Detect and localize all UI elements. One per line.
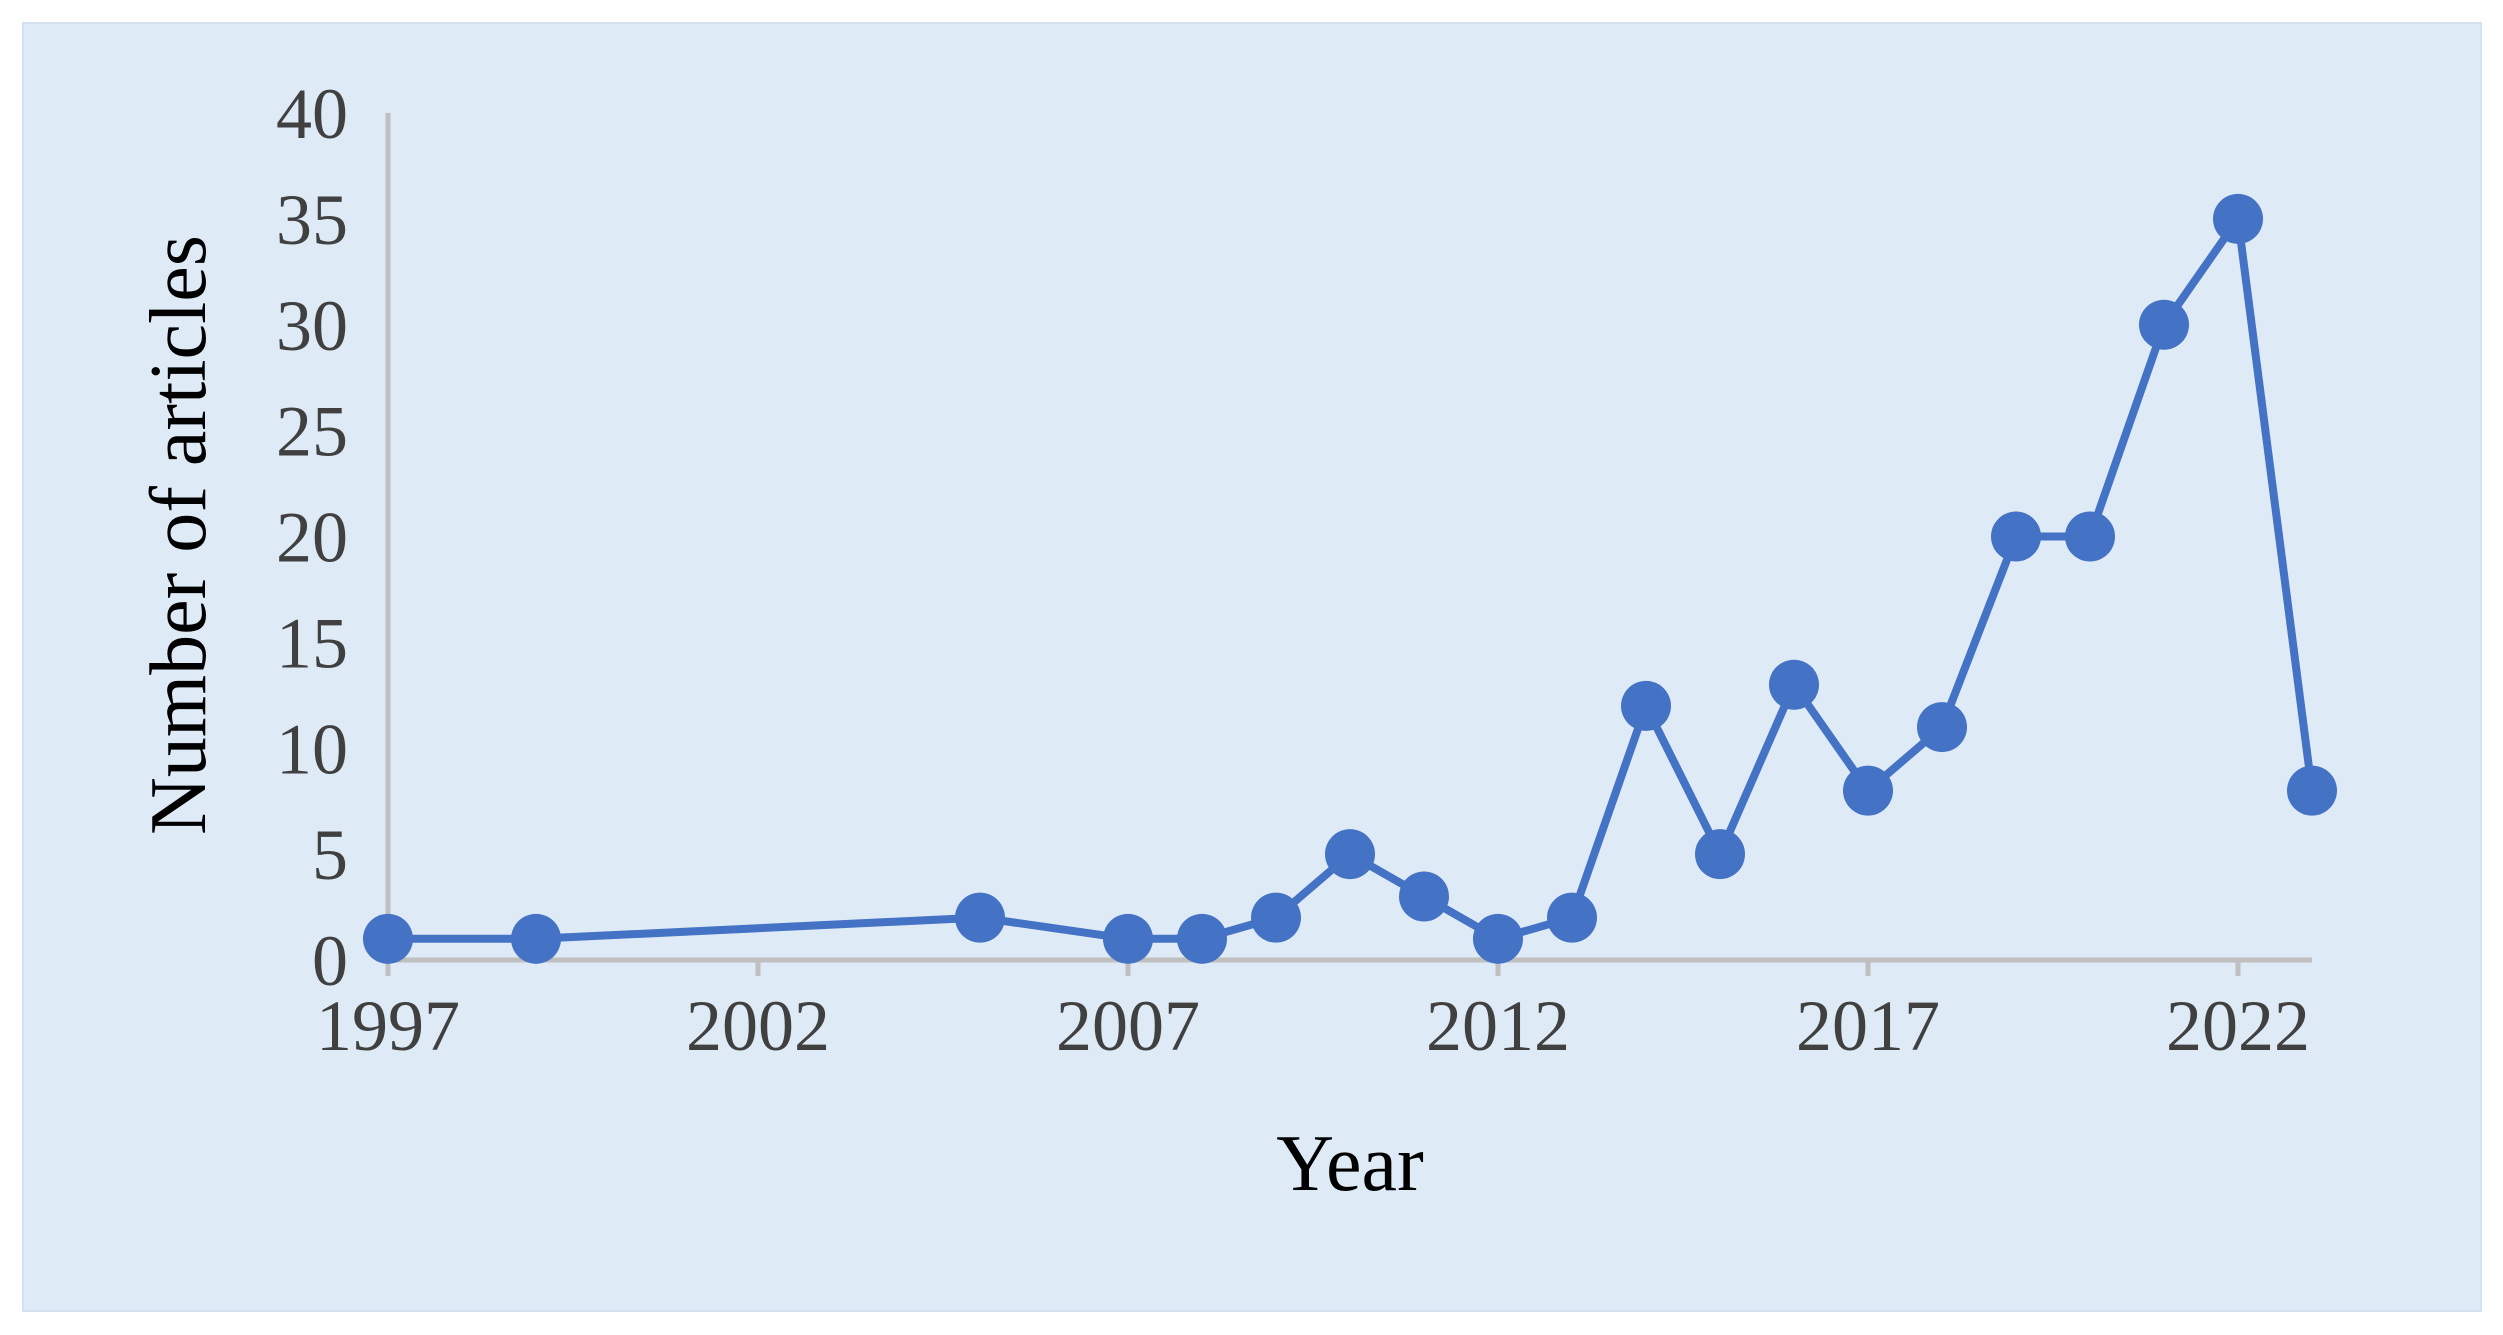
x-axis-title: Year <box>1276 1120 1423 1208</box>
data-point <box>1177 913 1227 964</box>
data-point <box>2213 193 2263 244</box>
x-tick-label: 2007 <box>1056 986 1200 1066</box>
x-tick-labels: 1997 2002 2007 2012 2017 2022 <box>316 986 2310 1066</box>
data-point <box>1399 871 1449 922</box>
x-tick-label: 2012 <box>1426 986 1570 1066</box>
x-tick-label: 2017 <box>1796 986 1940 1066</box>
y-tick-label: 30 <box>276 286 348 366</box>
data-point <box>1103 913 1153 964</box>
data-point <box>1695 829 1745 880</box>
y-tick-label: 10 <box>276 709 348 789</box>
data-point <box>1621 680 1671 731</box>
y-tick-label: 40 <box>276 74 348 154</box>
data-point <box>2065 511 2115 562</box>
data-point <box>1769 659 1819 710</box>
data-point <box>1917 702 1967 753</box>
chart-area <box>22 22 2482 1312</box>
data-point <box>511 913 561 964</box>
x-tick-label: 2002 <box>686 986 830 1066</box>
y-tick-labels: 0 5 10 15 20 25 30 35 40 <box>276 74 348 1001</box>
data-point <box>1547 892 1597 943</box>
data-point <box>1473 913 1523 964</box>
data-point <box>1843 765 1893 816</box>
data-point <box>955 892 1005 943</box>
data-point <box>2287 765 2337 816</box>
data-point <box>1991 511 2041 562</box>
y-tick-label: 20 <box>276 498 348 578</box>
y-tick-label: 5 <box>312 815 348 895</box>
data-point <box>1325 829 1375 880</box>
data-point <box>363 913 413 964</box>
axes <box>385 113 2312 963</box>
x-tick-label: 1997 <box>316 986 460 1066</box>
data-point <box>1251 892 1301 943</box>
y-tick-label: 0 <box>312 921 348 1001</box>
data-point <box>2139 299 2189 350</box>
series-markers <box>363 193 2337 964</box>
x-tick-label: 2022 <box>2166 986 2310 1066</box>
y-tick-label: 35 <box>276 180 348 260</box>
y-tick-label: 15 <box>276 603 348 683</box>
y-axis-title: Number of articles <box>135 235 223 835</box>
y-tick-label: 25 <box>276 392 348 472</box>
